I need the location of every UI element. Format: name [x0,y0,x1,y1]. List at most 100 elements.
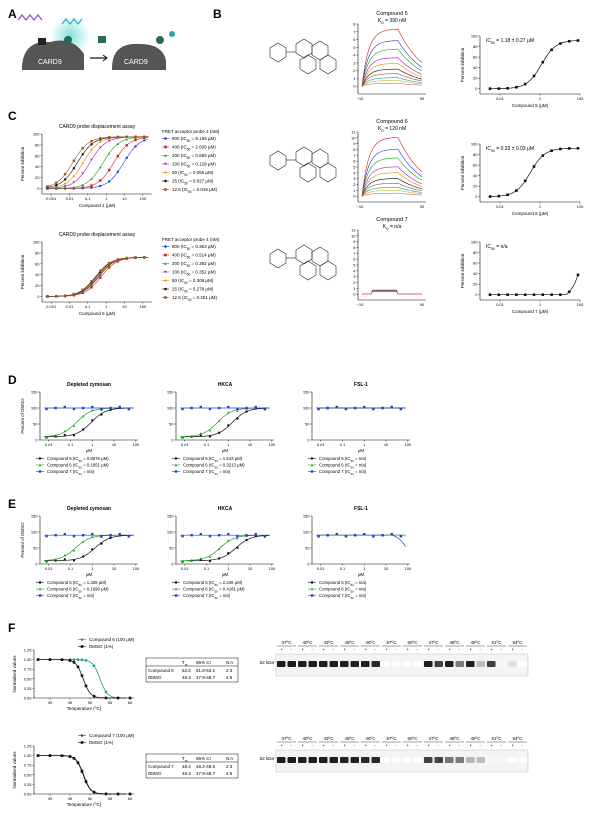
de-data-point [181,534,184,538]
kd-k: K [383,224,387,230]
blot-temp-label: 51ºC [492,736,503,741]
cetsa-fit-curve [38,755,126,795]
cetsa-ytick-label: 1.25 [24,648,33,653]
legend-entry-sub: 50 [184,182,188,186]
fret-data-point [107,136,111,139]
blot-band [445,757,454,763]
fret-data-point [125,256,128,260]
de-ytick-label: 150 [303,514,310,519]
ring-a [269,42,287,63]
blot-plus: + [365,743,368,748]
inhib-xtick-label: 1 [539,204,542,209]
sensorgram-trace [361,178,423,197]
panel-label-c: C [8,109,17,123]
de-data-point [381,534,384,537]
de-xtick-label: 0.1 [204,566,210,571]
tm-table: Tm 95% CI N:n Compound 6 52.5 51.8-53.2 2:3 DMS… [145,657,239,683]
de-data-point [81,406,85,410]
cetsa-data-point [92,694,96,698]
cetsa-data-point [80,770,84,773]
inhib-fit-curve [490,40,579,90]
fret-data-point [72,292,76,296]
blot-temp-label: 37ºC [282,736,293,741]
legend-marker [164,137,167,140]
fret-data-point [143,135,146,138]
compound-title: Compound 6 [376,119,408,125]
de-data-point [236,537,239,540]
inhib-ytick-label: 100 [471,34,478,39]
blot-band [308,661,317,667]
legend-entry-val: = 0.055 μM) [188,170,214,175]
legend-entry-val: = 0.027 μM) [188,179,214,184]
blot-plus: + [512,743,515,748]
de-xtick-label: 0.01 [317,442,326,447]
tm-cell: Compound 6 [148,668,174,673]
legend-entry-sub: 50 [187,247,191,251]
de-data-point [118,405,121,409]
blot-temp-label: 49ºC [471,736,482,741]
cetsa-data-point [72,757,76,760]
legend-marker [164,296,167,299]
fret-data-point [134,256,137,259]
blot-minus: - [500,743,502,748]
blot-plus: + [407,647,410,652]
de-xtick-label: 0.1 [204,442,210,447]
de-xtick-label: 10 [248,442,253,447]
tm-cell: 48.4 [182,764,191,769]
de-fit-curve [44,534,134,562]
de-data-point [317,534,320,538]
legend-entry-main: 25 (IC [172,287,185,292]
cetsa-legend-label: DMSO (1%) [89,740,114,745]
blot-band [413,757,422,763]
de-data-point [72,434,76,437]
fret-xtick-label: 0.01 [66,304,75,309]
legend-entry-main: 200 (IC [172,261,188,266]
cell-plot-title: Depleted zymosan [67,506,111,512]
de-data-point [335,533,339,536]
probe-wave-left [17,14,43,21]
fret-data-point [90,184,93,187]
ring-c [311,40,329,61]
blot-minus: - [311,743,313,748]
blot-plus: + [386,647,389,652]
de-xtick-label: 0.1 [340,566,346,571]
de-data-point [353,406,357,410]
fret-data-point [55,183,58,187]
sensor-ytick-label: 7 [353,29,356,34]
sensor-ytick-label: 7 [353,251,356,256]
blot-plus: + [470,743,473,748]
de-ytick-label: 100 [303,406,310,411]
legend-entry-val: = 0.278 μM) [188,287,214,292]
legend-entry: 400 (IC50 = 2.609 μM) [172,145,216,152]
blot-band [350,757,359,763]
ring-c [311,148,329,169]
de-legend-entry-sub: 50 [215,590,219,594]
de-legend-marker [38,463,42,467]
legend-entry: 12.5 (IC50 = 0.015 μM) [172,187,217,194]
kd-sub: D [381,129,384,133]
tm-head-cell: 95% CI [196,660,211,665]
tm-head-cell: N:n [226,756,234,761]
fret-data-point [116,154,120,158]
cetsa-data-point [128,792,132,796]
de-data-point [91,533,94,536]
inhib-data-point [532,293,536,297]
blot-minus: - [521,743,523,748]
blot-temp-label: 60ºC [408,640,419,645]
de-legend-entry: Compound 6 (IC50 = n/a) [319,463,367,470]
de-legend-entry-sub: 50 [351,472,355,476]
inhib-x-label: Compound 5 (μM) [512,103,549,108]
cetsa-xtick-label: 55 [108,796,113,801]
blot-minus: - [353,647,355,652]
inhib-data-point [541,293,545,297]
blot-band [413,661,422,667]
de-legend-entry-val: = n/a) [354,469,367,474]
fret-data-point [90,286,93,289]
de-legend-marker [310,457,314,460]
fret-data-point [107,180,111,183]
de-legend-entry-main: Compound 7 (IC [47,593,79,598]
chemical-structure [269,244,337,281]
de-data-point [236,546,239,549]
sensor-ytick-label: 11 [351,130,356,135]
blot-minus: - [521,647,523,652]
